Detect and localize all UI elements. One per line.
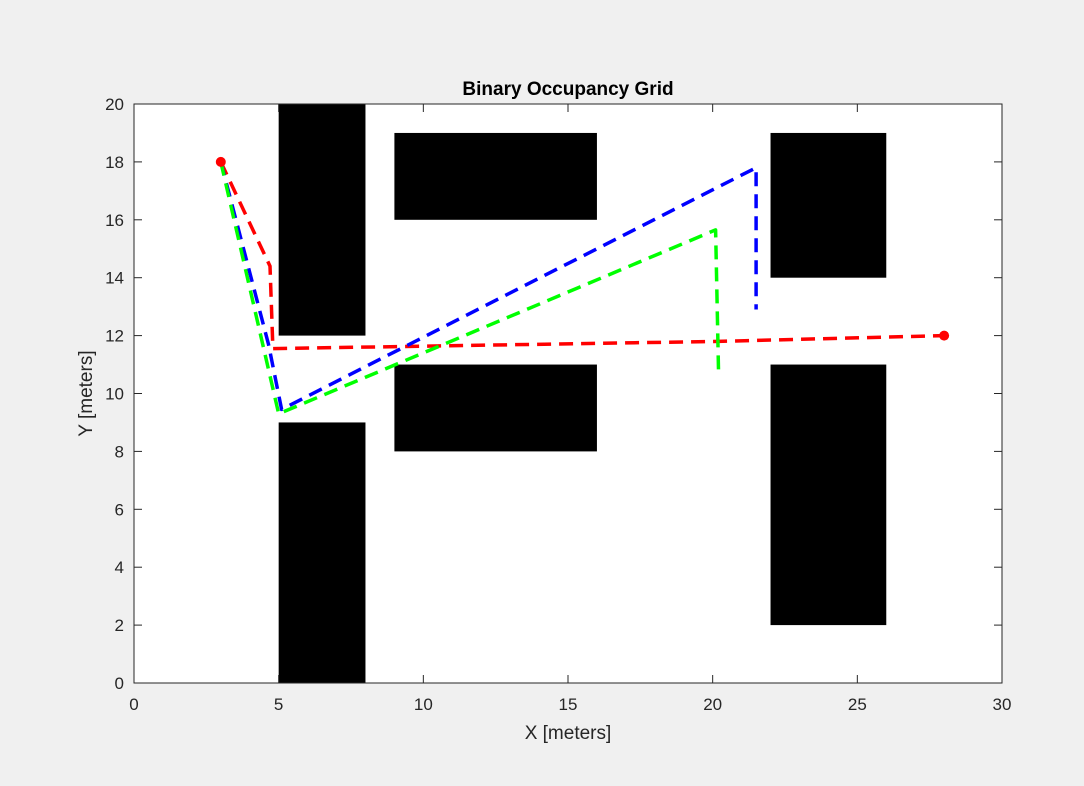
obstacle-5: [770, 132, 887, 278]
obstacles: [278, 104, 887, 683]
obstacle-4: [394, 364, 597, 452]
x-tick-label: 25: [848, 695, 867, 714]
x-tick-label: 20: [703, 695, 722, 714]
x-tick-label: 10: [414, 695, 433, 714]
path-series-3: [219, 161, 721, 416]
start-point-marker: [215, 156, 226, 167]
point-markers: [215, 156, 950, 341]
y-tick-label: 6: [115, 500, 124, 519]
obstacle-2: [278, 422, 366, 683]
y-tick-label: 0: [115, 674, 124, 693]
y-tick-label: 20: [105, 95, 124, 114]
chart-title: Binary Occupancy Grid: [462, 79, 673, 100]
obstacle-3: [394, 132, 597, 220]
x-tick-label: 15: [559, 695, 578, 714]
y-tick-label: 4: [115, 558, 124, 577]
y-tick-label: 12: [105, 327, 124, 346]
x-tick-label: 5: [274, 695, 283, 714]
paths: [219, 161, 945, 416]
path-series-2: [219, 161, 758, 412]
path-series-1: [219, 161, 945, 351]
x-axis-label: X [meters]: [525, 723, 612, 744]
y-tick-label: 14: [105, 269, 124, 288]
ticks: 0 5 10 15 20 25 30 0 2 4 6 8 10 12 14 16 18 20: [105, 95, 1011, 714]
y-tick-label: 16: [105, 211, 124, 230]
obstacle-6: [770, 364, 887, 626]
goal-point-marker: [939, 330, 950, 341]
obstacle-1: [278, 104, 366, 336]
y-tick-label: 18: [105, 153, 124, 172]
y-tick-label: 10: [105, 385, 124, 404]
y-tick-label: 2: [115, 616, 124, 635]
y-axis-label: Y [meters]: [76, 350, 97, 436]
x-tick-label: 30: [993, 695, 1012, 714]
y-tick-label: 8: [115, 442, 124, 461]
x-tick-label: 0: [129, 695, 138, 714]
